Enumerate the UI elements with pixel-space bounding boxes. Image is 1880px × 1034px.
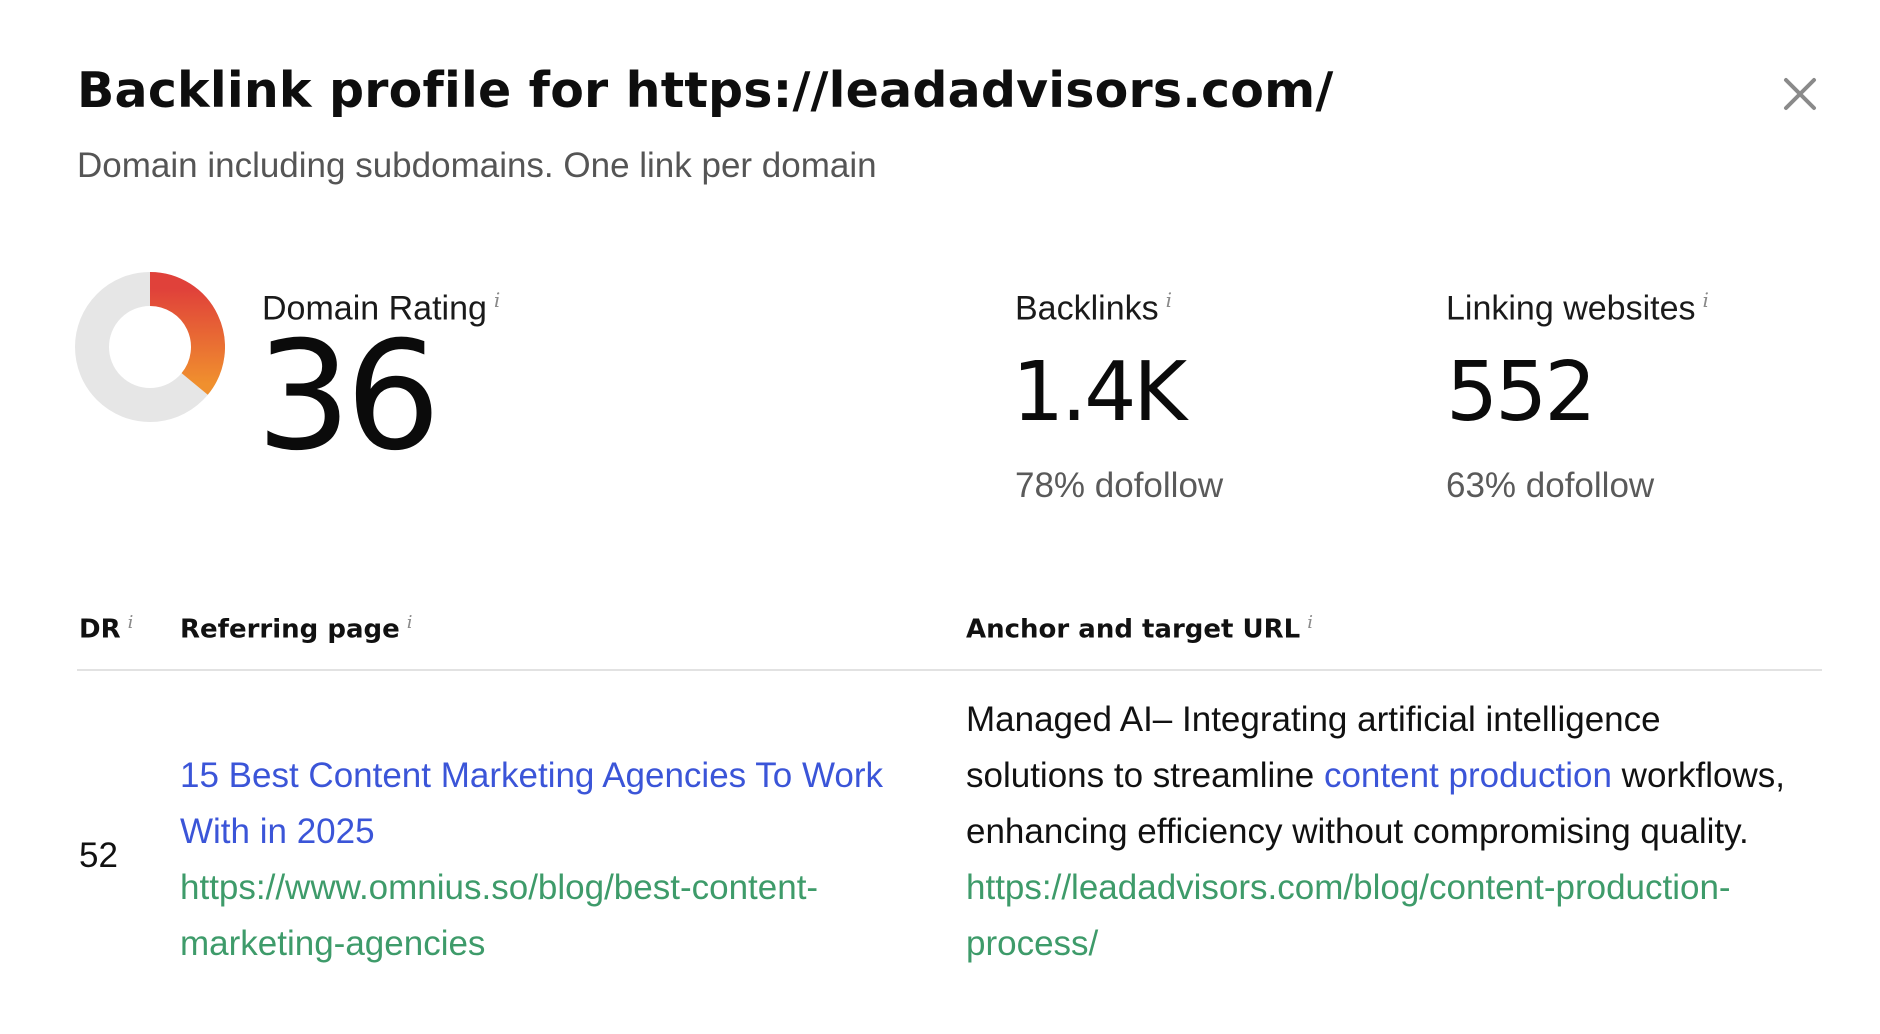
info-icon[interactable]: i — [1165, 288, 1173, 312]
linking-websites-label: Linking websites i — [1446, 288, 1709, 328]
modal-title: Backlink profile for https://leadadvisor… — [77, 62, 1334, 119]
info-icon[interactable]: i — [493, 288, 501, 312]
target-url-link[interactable]: https://leadadvisors.com/blog/content-pr… — [966, 868, 1731, 963]
gauge-fill — [149, 272, 225, 395]
table-header-divider — [77, 669, 1822, 671]
column-header-dr[interactable]: DR i — [79, 612, 133, 645]
backlinks-value: 1.4K — [1012, 345, 1187, 440]
column-header-label: Referring page — [180, 614, 400, 645]
referring-page-title-link[interactable]: 15 Best Content Marketing Agencies To Wo… — [180, 756, 883, 851]
domain-rating-label: Domain Rating i — [262, 288, 500, 328]
info-icon[interactable]: i — [406, 612, 413, 633]
info-icon[interactable]: i — [127, 612, 134, 633]
column-header-anchor-target[interactable]: Anchor and target URL i — [966, 612, 1313, 645]
anchor-text-link[interactable]: content production — [1323, 756, 1612, 795]
backlinks-label-text: Backlinks — [1015, 289, 1159, 328]
domain-rating-gauge — [75, 272, 225, 422]
anchor-context-after: workflows, enhancing efficiency without … — [966, 756, 1786, 851]
linking-websites-dofollow: 63% dofollow — [1446, 466, 1655, 505]
backlinks-dofollow: 78% dofollow — [1015, 466, 1224, 505]
linking-websites-label-text: Linking websites — [1446, 289, 1696, 328]
domain-rating-label-text: Domain Rating — [262, 289, 487, 328]
info-icon[interactable]: i — [1702, 288, 1709, 312]
domain-rating-value: 36 — [256, 310, 441, 484]
referring-page-url-link[interactable]: https://www.omnius.so/blog/best-content-… — [180, 868, 819, 963]
column-header-label: DR — [79, 614, 121, 645]
column-header-referring-page[interactable]: Referring page i — [180, 612, 413, 645]
backlinks-label: Backlinks i — [1015, 288, 1172, 328]
modal-subtitle: Domain including subdomains. One link pe… — [77, 146, 877, 185]
column-header-label: Anchor and target URL — [966, 614, 1301, 645]
anchor-context-before: Managed AI– Integrating artificial intel… — [966, 700, 1661, 795]
row-dr-value: 52 — [79, 836, 118, 875]
close-icon[interactable] — [1778, 72, 1822, 116]
anchor-target-cell: Managed AI– Integrating artificial intel… — [966, 692, 1786, 972]
referring-page-cell: 15 Best Content Marketing Agencies To Wo… — [180, 748, 925, 972]
linking-websites-value: 552 — [1446, 345, 1597, 440]
info-icon[interactable]: i — [1307, 612, 1313, 633]
